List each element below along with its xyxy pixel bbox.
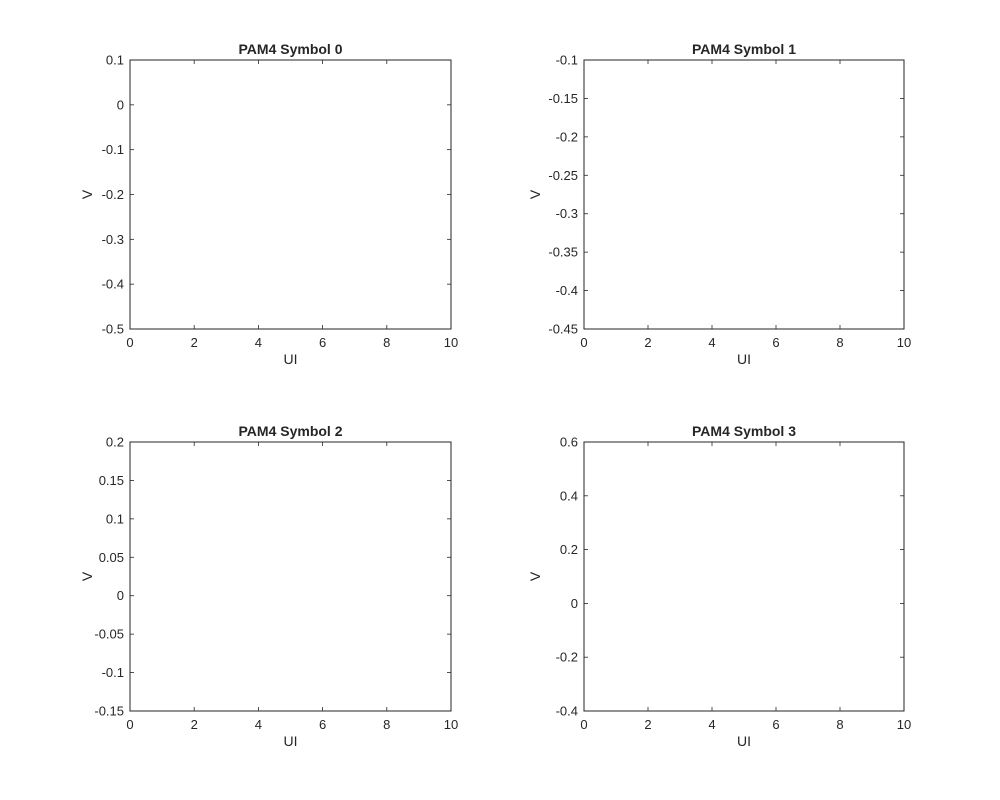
x-tick-label: 8	[383, 717, 390, 732]
x-tick-label: 6	[772, 335, 779, 350]
x-tick-label: 10	[897, 335, 911, 350]
y-tick-label: -0.05	[94, 627, 124, 642]
y-tick-label: -0.3	[556, 206, 578, 221]
x-tick-label: 0	[580, 335, 587, 350]
y-tick-label: -0.2	[556, 129, 578, 144]
x-tick-label: 2	[191, 717, 198, 732]
axes-frame	[583, 59, 905, 330]
y-tick-label: -0.4	[556, 704, 578, 719]
x-tick-label: 2	[644, 335, 651, 350]
y-tick-label: 0.05	[99, 550, 124, 565]
y-tick-label: 0.6	[560, 435, 578, 450]
y-tick-label: 0.2	[106, 435, 124, 450]
y-tick-label: 0	[117, 588, 124, 603]
y-tick-label: 0	[571, 596, 578, 611]
x-tick-label: 10	[444, 335, 458, 350]
subplot-title: PAM4 Symbol 0	[239, 41, 343, 57]
subplot-title: PAM4 Symbol 3	[692, 423, 796, 439]
y-tick-label: -0.45	[548, 322, 578, 337]
plot-area: 0 2 4 6 8 10 -0.45 -0.4 -0.35 -0.3 -0.25 -0.2 -0.15 -…	[548, 53, 911, 351]
x-tick-label: 0	[580, 717, 587, 732]
x-tick-label: 2	[644, 717, 651, 732]
x-axis-label: UI	[737, 733, 751, 749]
x-tick-label: 4	[255, 717, 262, 732]
x-tick-label: 0	[126, 335, 133, 350]
plot-area: 0 2 4 6 8 10 -0.15 -0.1 -0.05 0 0.05 0.1 0.15 0.2	[94, 435, 458, 733]
y-tick-label: -0.1	[556, 53, 578, 68]
x-tick-label: 6	[772, 717, 779, 732]
x-tick-label: 10	[444, 717, 458, 732]
subplot-title: PAM4 Symbol 1	[692, 41, 796, 57]
subplot-1: 0 2 4 6 8 10 -0.45 -0.4 -0.35 -0.3 -0.25 -0.2 -0.15 -…	[527, 41, 911, 367]
y-tick-label: -0.25	[548, 168, 578, 183]
y-tick-label: 0.2	[560, 542, 578, 557]
x-tick-label: 8	[836, 335, 843, 350]
x-tick-label: 10	[897, 717, 911, 732]
y-tick-label: -0.15	[548, 91, 578, 106]
axes-frame	[583, 441, 905, 712]
y-tick-label: -0.3	[102, 232, 124, 247]
x-tick-label: 4	[255, 335, 262, 350]
x-tick-label: 8	[383, 335, 390, 350]
y-tick-label: -0.5	[102, 322, 124, 337]
y-tick-label: 0.15	[99, 473, 124, 488]
y-axis-label: V	[79, 189, 95, 199]
x-axis-label: UI	[284, 733, 298, 749]
axes-frame	[129, 441, 452, 712]
y-tick-label: -0.1	[102, 142, 124, 157]
plot-area: 0 2 4 6 8 10 -0.4 -0.2 0 0.2 0.4 0.6	[556, 435, 912, 733]
y-tick-label: 0.4	[560, 488, 578, 503]
y-axis-label: V	[527, 189, 543, 199]
y-tick-label: 0.1	[106, 53, 124, 68]
x-tick-label: 8	[836, 717, 843, 732]
x-tick-label: 6	[319, 335, 326, 350]
y-axis-label: V	[79, 571, 95, 581]
y-tick-label: 0	[117, 97, 124, 112]
axes-frame	[129, 59, 452, 330]
y-tick-label: -0.2	[102, 187, 124, 202]
x-tick-label: 4	[708, 335, 715, 350]
x-tick-label: 2	[191, 335, 198, 350]
x-axis-label: UI	[737, 351, 751, 367]
y-tick-label: -0.35	[548, 245, 578, 260]
x-tick-label: 4	[708, 717, 715, 732]
y-axis-label: V	[527, 571, 543, 581]
y-tick-label: -0.15	[94, 704, 124, 719]
x-tick-label: 0	[126, 717, 133, 732]
subplot-title: PAM4 Symbol 2	[239, 423, 343, 439]
y-tick-label: 0.1	[106, 511, 124, 526]
subplot-2: 0 2 4 6 8 10 -0.15 -0.1 -0.05 0 0.05 0.1 0.15 0.2 PAM…	[79, 423, 458, 749]
subplot-3: 0 2 4 6 8 10-0.4-0.200.20.40.6 PAM4 Symbol 3 …	[527, 423, 911, 749]
plot-area: 0 2 4 6 8 10 -0.5 -0.4 -0.3 -0.2 -0.1 0 0.1	[102, 53, 459, 351]
x-tick-label: 6	[319, 717, 326, 732]
y-tick-label: -0.2	[556, 650, 578, 665]
x-axis-label: UI	[284, 351, 298, 367]
subplot-0: 0 2 4 6 8 10 -0.5 -0.4 -0.3 -0.2 -0.1 0 0.1 PAM4 Sym…	[79, 41, 458, 367]
y-tick-label: -0.4	[556, 283, 578, 298]
y-tick-label: -0.4	[102, 277, 124, 292]
y-tick-label: -0.1	[102, 665, 124, 680]
